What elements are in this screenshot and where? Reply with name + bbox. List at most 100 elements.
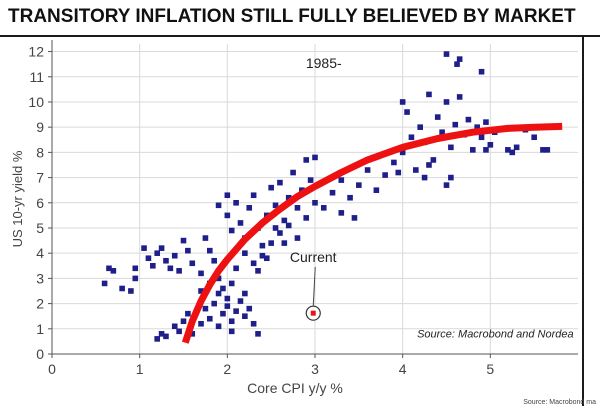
y-tick-label: 1 bbox=[36, 321, 44, 337]
data-point bbox=[454, 61, 460, 67]
data-point bbox=[185, 310, 191, 317]
x-tick-label: 0 bbox=[48, 361, 56, 377]
chart-box bbox=[0, 37, 584, 406]
data-point bbox=[338, 210, 345, 216]
data-point bbox=[268, 184, 274, 191]
data-point bbox=[132, 265, 139, 272]
data-point bbox=[474, 124, 480, 130]
data-point bbox=[224, 303, 231, 309]
data-point bbox=[483, 147, 489, 153]
y-tick-label: 0 bbox=[36, 346, 44, 362]
data-point bbox=[211, 257, 217, 264]
data-point bbox=[158, 245, 165, 251]
data-point bbox=[382, 172, 388, 178]
data-point bbox=[272, 225, 279, 231]
data-point bbox=[456, 56, 463, 62]
data-point bbox=[268, 240, 274, 246]
data-point bbox=[505, 147, 511, 153]
data-point bbox=[487, 142, 494, 148]
data-point bbox=[215, 202, 222, 209]
data-point bbox=[391, 159, 397, 166]
data-point bbox=[448, 144, 454, 151]
data-point bbox=[347, 194, 353, 201]
data-point bbox=[478, 134, 485, 141]
data-point bbox=[281, 217, 288, 224]
data-point bbox=[404, 109, 410, 115]
x-tick-label: 5 bbox=[486, 361, 494, 377]
data-point bbox=[452, 121, 459, 128]
data-point bbox=[303, 157, 310, 163]
x-tick-label: 1 bbox=[136, 361, 144, 377]
y-tick-label: 3 bbox=[36, 270, 44, 286]
data-point bbox=[364, 167, 371, 173]
data-point bbox=[202, 305, 209, 312]
data-point bbox=[189, 331, 196, 337]
x-tick-label: 3 bbox=[311, 361, 319, 377]
data-point bbox=[426, 91, 432, 98]
data-point bbox=[233, 265, 239, 272]
data-point bbox=[233, 308, 239, 314]
y-tick-label: 11 bbox=[29, 69, 44, 85]
data-point bbox=[478, 68, 485, 75]
data-point bbox=[215, 290, 222, 297]
y-tick-label: 2 bbox=[36, 296, 44, 312]
data-point bbox=[250, 320, 257, 327]
data-point bbox=[141, 245, 147, 251]
data-point bbox=[163, 333, 169, 340]
data-point bbox=[329, 189, 336, 196]
data-point bbox=[540, 147, 546, 153]
data-point bbox=[408, 134, 415, 141]
data-point bbox=[176, 268, 182, 274]
data-point bbox=[171, 252, 178, 259]
current-pointer-line bbox=[312, 266, 316, 307]
data-point bbox=[272, 202, 279, 209]
data-point bbox=[171, 323, 178, 330]
data-point bbox=[285, 194, 292, 201]
data-point bbox=[250, 192, 257, 199]
data-point bbox=[237, 298, 244, 304]
data-point bbox=[399, 99, 406, 105]
data-point bbox=[443, 182, 450, 188]
data-point bbox=[250, 260, 257, 267]
data-point bbox=[106, 265, 112, 272]
data-point bbox=[277, 179, 283, 186]
data-point bbox=[167, 265, 174, 272]
data-point bbox=[180, 318, 187, 325]
data-point bbox=[443, 99, 450, 105]
fitted-curve-line bbox=[181, 122, 563, 344]
y-tick-label: 10 bbox=[28, 94, 44, 110]
y-axis-label: US 10-yr yield % bbox=[10, 150, 25, 247]
data-point bbox=[198, 320, 204, 327]
data-point bbox=[150, 262, 156, 269]
data-point bbox=[228, 227, 235, 234]
data-point bbox=[531, 134, 537, 141]
data-point bbox=[413, 167, 419, 173]
data-point bbox=[220, 310, 226, 317]
data-point bbox=[211, 300, 217, 307]
x-tick-label: 4 bbox=[399, 361, 407, 377]
data-point bbox=[242, 290, 248, 297]
current-point-marker bbox=[310, 310, 316, 316]
data-point bbox=[439, 129, 445, 136]
data-point bbox=[237, 220, 244, 226]
data-point bbox=[207, 247, 213, 254]
data-point bbox=[255, 331, 261, 337]
data-point bbox=[158, 331, 165, 337]
y-tick-label: 6 bbox=[36, 195, 44, 211]
data-point bbox=[207, 315, 213, 322]
data-point bbox=[228, 328, 235, 335]
data-point bbox=[246, 205, 253, 211]
data-point bbox=[303, 215, 310, 221]
data-point bbox=[202, 235, 209, 241]
data-point bbox=[312, 199, 318, 206]
data-point bbox=[443, 51, 450, 57]
source-annotation: Source: Macrobond and Nordea bbox=[417, 329, 574, 341]
y-tick-label: 5 bbox=[36, 220, 44, 236]
data-point bbox=[338, 177, 345, 183]
data-point bbox=[224, 295, 231, 302]
data-point bbox=[215, 323, 222, 330]
data-point bbox=[456, 94, 463, 100]
data-point bbox=[224, 192, 231, 199]
data-point bbox=[277, 230, 283, 236]
